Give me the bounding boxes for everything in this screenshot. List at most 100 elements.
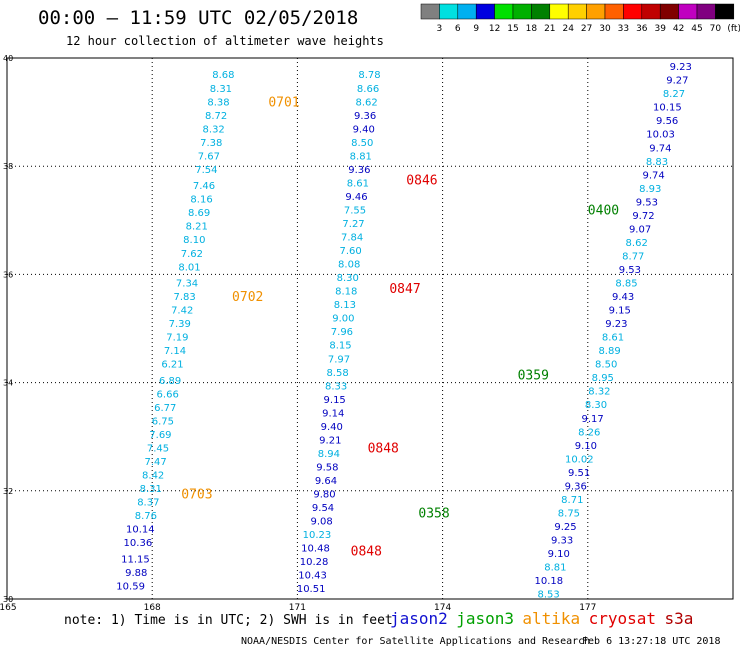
wave-height-value: 9.36 xyxy=(565,481,587,492)
wave-height-value: 8.78 xyxy=(358,70,380,81)
wave-height-value: 9.40 xyxy=(353,124,375,135)
wave-height-value: 6.75 xyxy=(152,416,174,427)
colorbar-swatch xyxy=(439,3,459,20)
grid xyxy=(7,58,733,599)
wave-height-value: 7.60 xyxy=(340,246,362,257)
wave-height-value: 8.37 xyxy=(137,498,159,509)
wave-height-value: 7.42 xyxy=(171,306,193,317)
wave-height-value: 9.36 xyxy=(348,165,370,176)
y-tick-label: 40 xyxy=(3,54,13,63)
wave-height-value: 8.15 xyxy=(329,341,351,352)
wave-height-value: 9.72 xyxy=(632,211,654,222)
pass-time-label: 0847 xyxy=(389,282,420,297)
plot-frame xyxy=(6,57,734,600)
wave-height-value: 8.83 xyxy=(646,157,668,168)
colorbar-swatch xyxy=(531,3,551,20)
wave-height-value: 8.31 xyxy=(210,84,232,95)
wave-height-value: 9.36 xyxy=(354,111,376,122)
wave-height-value: 8.30 xyxy=(337,273,359,284)
y-tick-label: 34 xyxy=(3,379,13,388)
colorbar-swatch xyxy=(715,3,735,20)
y-tick-label: 38 xyxy=(3,162,13,171)
wave-height-value: 7.97 xyxy=(328,354,350,365)
colorbar-tick-label: 42 xyxy=(673,24,684,34)
colorbar-tick-label: 12 xyxy=(489,24,500,34)
wave-height-value: 9.88 xyxy=(125,568,147,579)
x-tick-label: 171 xyxy=(289,603,306,613)
colorbar-swatch xyxy=(586,3,606,20)
legend-item: jason3 xyxy=(456,609,514,628)
wave-height-value: 9.53 xyxy=(636,197,658,208)
x-tick-label: 165 xyxy=(0,603,17,613)
wave-height-value: 8.10 xyxy=(183,235,205,246)
colorbar-tick-label: 36 xyxy=(636,24,648,34)
wave-height-value: 9.23 xyxy=(605,319,627,330)
colorbar-tick-label: 39 xyxy=(654,24,666,34)
wave-height-value: 8.13 xyxy=(334,300,356,311)
wave-height-value: 8.42 xyxy=(142,471,164,482)
wave-height-value: 9.53 xyxy=(619,265,641,276)
wave-height-value: 10.43 xyxy=(298,571,327,582)
wave-height-value: 7.83 xyxy=(173,292,195,303)
wave-height-value: 8.72 xyxy=(205,111,227,122)
wave-height-value: 10.36 xyxy=(124,538,153,549)
colorbar-swatch xyxy=(475,3,495,20)
wave-height-value: 10.59 xyxy=(116,581,145,592)
wave-height-value: 8.32 xyxy=(588,387,610,398)
wave-height-value: 7.38 xyxy=(200,138,222,149)
wave-height-value: 8.27 xyxy=(663,89,685,100)
wave-height-value: 7.34 xyxy=(176,279,198,290)
wave-height-value: 7.54 xyxy=(195,165,217,176)
wave-height-value: 8.81 xyxy=(544,563,566,574)
pass-time-label: 0400 xyxy=(588,203,619,218)
wave-height-value: 8.53 xyxy=(537,590,559,601)
wave-height-value: 8.66 xyxy=(357,84,379,95)
wave-height-value: 9.27 xyxy=(666,76,688,87)
wave-height-value: 9.10 xyxy=(548,549,570,560)
wave-height-value: 8.76 xyxy=(135,511,157,522)
wave-height-value: 10.48 xyxy=(301,544,330,555)
wave-height-value: 8.01 xyxy=(178,262,200,273)
wave-height-value: 10.03 xyxy=(646,130,675,141)
wave-height-value: 8.81 xyxy=(350,151,372,162)
wave-height-value: 9.74 xyxy=(649,143,671,154)
wave-height-value: 8.61 xyxy=(347,178,369,189)
wave-height-value: 7.47 xyxy=(144,457,166,468)
colorbar-tick-label: 30 xyxy=(599,24,611,34)
wave-height-value: 8.32 xyxy=(203,124,225,135)
wave-height-value: 9.15 xyxy=(324,395,346,406)
wave-height-value: 6.89 xyxy=(159,376,181,387)
footer-credit: NOAA/NESDIS Center for Satellite Applica… xyxy=(241,636,590,647)
wave-height-value: 9.56 xyxy=(656,116,678,127)
colorbar-swatch xyxy=(696,3,716,20)
wave-height-value: 8.50 xyxy=(595,360,617,371)
wave-height-value: 9.23 xyxy=(670,62,692,73)
data-marks: 8.68 8.31 8.38 8.72 8.32 7.38 7.67 7.54 7.46 8.16… xyxy=(116,62,692,600)
y-tick-label: 32 xyxy=(3,487,13,496)
wave-height-value: 8.21 xyxy=(186,222,208,233)
legend-item: s3a xyxy=(665,609,694,628)
wave-height-value: 10.28 xyxy=(300,557,329,568)
wave-height-value: 10.14 xyxy=(126,525,155,536)
note-text: note: 1) Time is in UTC; 2) SWH is in fe… xyxy=(64,613,393,628)
wave-height-value: 10.02 xyxy=(565,454,594,465)
wave-height-value: 9.58 xyxy=(316,462,338,473)
wave-height-value: 7.55 xyxy=(344,205,366,216)
y-tick-label: 30 xyxy=(3,595,13,604)
colorbar-tick-label: 3 xyxy=(437,24,443,34)
wave-height-value: 8.31 xyxy=(140,484,162,495)
wave-height-value: 10.23 xyxy=(303,530,332,541)
wave-height-value: 8.85 xyxy=(615,279,637,290)
colorbar-tick-label: 15 xyxy=(507,24,518,34)
pass-time-label: 0358 xyxy=(418,506,449,521)
wave-height-value: 7.84 xyxy=(341,233,363,244)
footer-timestamp: Feb 6 13:27:18 UTC 2018 xyxy=(582,636,720,647)
wave-height-value: 9.21 xyxy=(319,435,341,446)
wave-height-value: 9.54 xyxy=(312,503,334,514)
pass-time-label: 0702 xyxy=(232,290,263,305)
colorbar-unit-label: (ft) xyxy=(727,24,740,34)
wave-height-value: 8.18 xyxy=(335,287,357,298)
wave-height-value: 8.62 xyxy=(626,238,648,249)
wave-height-value: 11.15 xyxy=(121,554,150,565)
